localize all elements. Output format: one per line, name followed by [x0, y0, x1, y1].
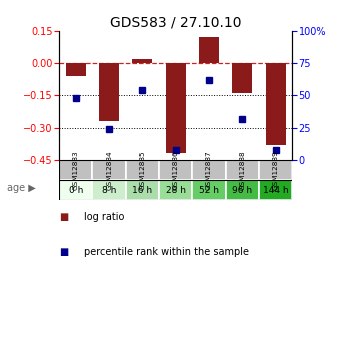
Bar	[126, 160, 159, 180]
Bar	[126, 180, 159, 200]
Text: percentile rank within the sample: percentile rank within the sample	[84, 247, 249, 257]
Text: GSM12889: GSM12889	[273, 150, 279, 190]
Bar	[226, 160, 259, 180]
Text: log ratio: log ratio	[84, 213, 125, 222]
Text: 96 h: 96 h	[232, 186, 252, 195]
Bar	[66, 63, 86, 76]
Bar	[59, 180, 93, 200]
Title: GDS583 / 27.10.10: GDS583 / 27.10.10	[110, 16, 242, 30]
Text: 0 h: 0 h	[69, 186, 83, 195]
Bar	[259, 160, 292, 180]
Text: ■: ■	[59, 247, 68, 257]
Text: 52 h: 52 h	[199, 186, 219, 195]
Bar	[59, 160, 93, 180]
Text: 144 h: 144 h	[263, 186, 289, 195]
Bar	[99, 63, 119, 121]
Bar	[132, 59, 152, 63]
Text: GSM12886: GSM12886	[173, 150, 179, 190]
Bar	[159, 180, 192, 200]
Bar	[259, 180, 292, 200]
Bar	[192, 180, 226, 200]
Text: GSM12888: GSM12888	[239, 150, 245, 190]
Text: GSM12883: GSM12883	[73, 150, 79, 190]
Bar	[93, 160, 126, 180]
Text: GSM12884: GSM12884	[106, 150, 112, 190]
Text: GSM12885: GSM12885	[140, 150, 145, 190]
Bar	[199, 38, 219, 63]
Bar	[266, 63, 286, 145]
Bar	[93, 180, 126, 200]
Bar	[166, 63, 186, 154]
Bar	[226, 180, 259, 200]
Bar	[159, 160, 192, 180]
Text: 8 h: 8 h	[102, 186, 116, 195]
Text: ■: ■	[59, 213, 68, 222]
Text: 28 h: 28 h	[166, 186, 186, 195]
Bar	[192, 160, 226, 180]
Text: age ▶: age ▶	[7, 183, 35, 193]
Bar	[233, 63, 252, 93]
Text: GSM12887: GSM12887	[206, 150, 212, 190]
Text: 16 h: 16 h	[132, 186, 152, 195]
